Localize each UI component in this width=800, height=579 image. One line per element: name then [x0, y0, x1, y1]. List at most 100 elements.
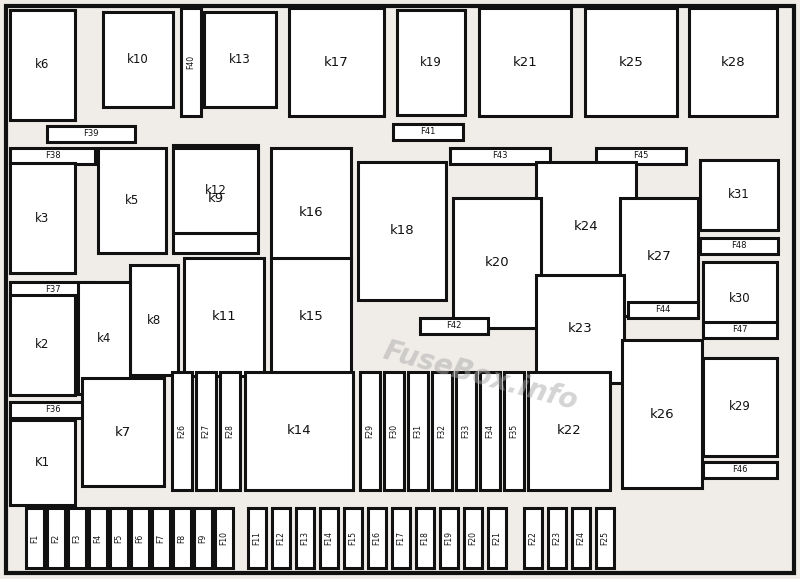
Bar — [10, 282, 95, 298]
Text: k18: k18 — [390, 225, 414, 237]
Bar — [10, 148, 95, 164]
Bar — [271, 148, 351, 278]
Text: F12: F12 — [277, 531, 286, 545]
Bar — [572, 508, 590, 568]
Bar — [68, 508, 86, 568]
Bar — [585, 8, 677, 116]
Text: F20: F20 — [469, 531, 478, 545]
Text: k5: k5 — [125, 194, 139, 207]
Text: F39: F39 — [83, 130, 98, 138]
Bar — [622, 340, 702, 488]
Text: F31: F31 — [414, 424, 422, 438]
Text: k14: k14 — [286, 424, 311, 438]
Text: k16: k16 — [298, 207, 323, 219]
Bar — [628, 302, 698, 318]
Text: F41: F41 — [420, 127, 436, 137]
Bar — [440, 508, 458, 568]
Bar — [78, 282, 130, 394]
Text: F34: F34 — [486, 424, 494, 438]
Bar — [456, 372, 476, 490]
Bar — [450, 148, 550, 164]
Bar — [548, 508, 566, 568]
Text: F40: F40 — [186, 55, 195, 69]
Bar — [528, 372, 610, 490]
Bar — [536, 162, 636, 292]
Bar — [89, 508, 107, 568]
Bar — [215, 508, 233, 568]
Bar — [700, 160, 778, 230]
Text: k30: k30 — [729, 291, 751, 305]
Bar — [10, 402, 95, 418]
Bar — [245, 372, 353, 490]
Text: k23: k23 — [568, 323, 592, 335]
Text: k12: k12 — [205, 184, 226, 197]
Text: k8: k8 — [147, 313, 161, 327]
Bar — [47, 126, 135, 142]
Bar — [130, 265, 178, 375]
Text: k11: k11 — [212, 310, 236, 324]
Text: F21: F21 — [493, 531, 502, 545]
Text: k3: k3 — [35, 211, 50, 225]
Bar — [173, 508, 191, 568]
Text: F46: F46 — [732, 466, 748, 475]
Bar — [703, 262, 777, 334]
Bar — [10, 295, 75, 395]
Text: k26: k26 — [650, 408, 674, 420]
Bar — [596, 148, 686, 164]
Bar — [184, 258, 264, 376]
Bar — [98, 148, 166, 253]
Text: F37: F37 — [45, 285, 60, 295]
Text: F2: F2 — [51, 533, 61, 543]
Bar — [464, 508, 482, 568]
Text: F4: F4 — [94, 533, 102, 543]
Text: k24: k24 — [574, 221, 598, 233]
Text: F36: F36 — [45, 405, 60, 415]
Text: F13: F13 — [301, 531, 310, 545]
Bar — [248, 508, 266, 568]
Text: k19: k19 — [420, 56, 442, 69]
Text: k22: k22 — [557, 424, 582, 438]
Bar — [196, 372, 216, 490]
Text: F29: F29 — [366, 424, 374, 438]
Text: F47: F47 — [732, 325, 748, 335]
Text: F16: F16 — [373, 531, 382, 545]
Bar — [344, 508, 362, 568]
Text: F6: F6 — [135, 533, 145, 543]
Bar — [408, 372, 428, 490]
Bar — [480, 372, 500, 490]
Text: F1: F1 — [30, 533, 39, 543]
Bar — [703, 358, 777, 456]
Text: F48: F48 — [731, 241, 746, 251]
Bar — [320, 508, 338, 568]
Text: F25: F25 — [601, 531, 610, 545]
Bar — [453, 198, 541, 328]
Bar — [432, 372, 452, 490]
Text: F18: F18 — [421, 531, 430, 545]
Text: F15: F15 — [349, 531, 358, 545]
Bar — [368, 508, 386, 568]
Bar — [416, 508, 434, 568]
Bar — [47, 508, 65, 568]
Text: F43: F43 — [492, 152, 508, 160]
Bar — [504, 372, 524, 490]
Text: F23: F23 — [553, 531, 562, 545]
Bar — [689, 8, 777, 116]
Text: F45: F45 — [634, 152, 649, 160]
Text: F28: F28 — [226, 424, 234, 438]
Bar — [181, 8, 201, 116]
Bar — [110, 508, 128, 568]
Bar — [358, 162, 446, 300]
Text: F35: F35 — [510, 424, 518, 438]
Bar — [479, 8, 571, 116]
Text: F33: F33 — [462, 424, 470, 438]
Text: F27: F27 — [202, 424, 210, 438]
Bar — [82, 378, 164, 486]
Text: F19: F19 — [445, 531, 454, 545]
Text: F44: F44 — [655, 306, 670, 314]
Text: k2: k2 — [35, 339, 50, 351]
Text: k28: k28 — [721, 56, 746, 68]
Text: F38: F38 — [45, 152, 60, 160]
Text: k20: k20 — [485, 256, 510, 269]
Text: F3: F3 — [73, 533, 82, 543]
Bar — [703, 462, 777, 478]
